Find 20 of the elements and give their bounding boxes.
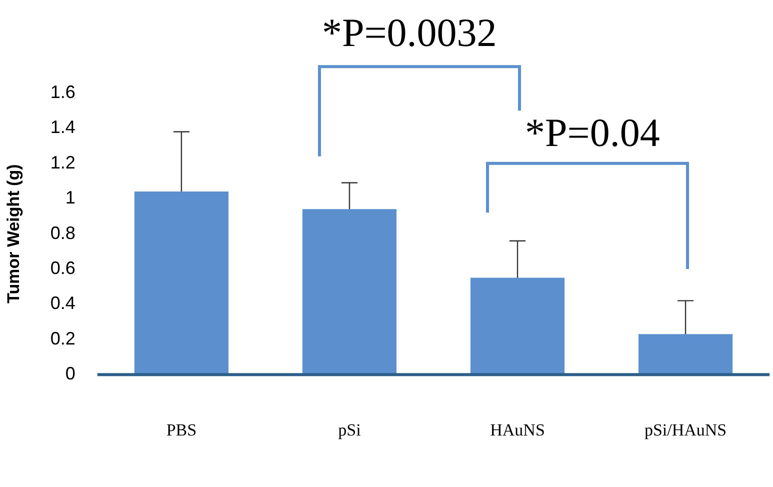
x-tick-label: HAuNS: [490, 420, 545, 440]
bar: [638, 334, 733, 375]
y-tick-label: 0.2: [50, 328, 76, 348]
bar: [302, 209, 397, 375]
x-tick-label: pSi/HAuNS: [644, 420, 727, 440]
y-tick-label: 0.6: [50, 258, 76, 278]
text: *P=0.0032: [322, 10, 497, 55]
y-axis-title: Tumor Weight (g): [4, 164, 23, 304]
y-tick-label: 1: [65, 188, 76, 208]
bar: [470, 278, 565, 375]
y-tick-label: 1.6: [50, 82, 76, 102]
x-tick-label: pSi: [338, 420, 362, 440]
annotation: *P=0.04: [525, 110, 660, 156]
bar: [134, 192, 228, 375]
y-tick-label: 0.8: [50, 222, 76, 243]
y-tick-label: 0: [65, 364, 76, 384]
y-tick-label: 1.2: [50, 152, 76, 172]
y-tick-label: 0.4: [50, 293, 76, 314]
x-tick-label: PBS: [166, 420, 197, 440]
y-tick-label: 1.4: [50, 117, 76, 138]
